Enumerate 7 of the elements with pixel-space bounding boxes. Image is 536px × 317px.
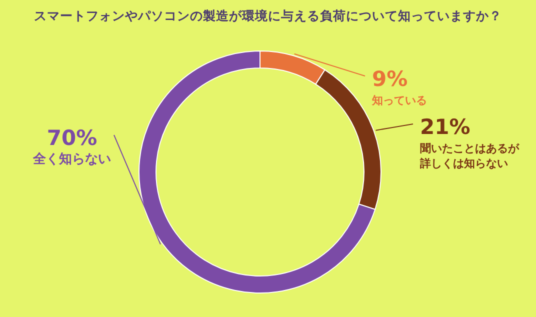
slice-label: 知っている	[371, 94, 427, 107]
data-label: 70%	[46, 126, 98, 150]
chart-title: スマートフォンやパソコンの製造が環境に与える負荷について知っていますか？	[34, 8, 502, 23]
slice-label: 聞いたことはあるが詳しくは知らない	[419, 142, 520, 170]
slice-label: 全く知らない	[32, 152, 111, 167]
data-label: 21%	[420, 115, 470, 139]
data-label: 9%	[372, 67, 408, 91]
